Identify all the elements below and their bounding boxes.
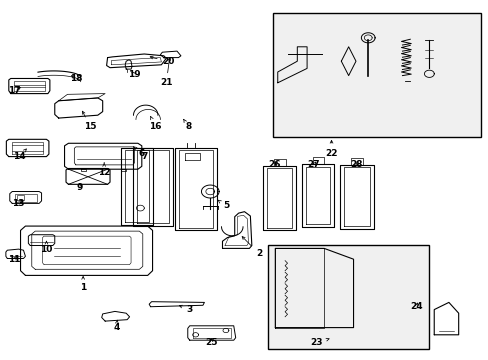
- Text: 26: 26: [268, 161, 281, 169]
- Text: 2: 2: [242, 237, 262, 258]
- Text: 7: 7: [141, 148, 147, 161]
- Text: 5: 5: [217, 200, 228, 210]
- Text: 22: 22: [325, 140, 337, 158]
- Bar: [267, 245, 428, 349]
- Text: 3: 3: [179, 305, 192, 314]
- Text: 25: 25: [204, 338, 217, 347]
- Text: 23: 23: [310, 338, 328, 347]
- Text: 13: 13: [12, 199, 25, 208]
- Text: 20: 20: [150, 56, 175, 66]
- Bar: [272, 13, 480, 137]
- Text: 19: 19: [128, 71, 141, 79]
- Text: 21: 21: [160, 58, 172, 87]
- Text: 28: 28: [350, 161, 363, 169]
- Text: 27: 27: [307, 161, 320, 169]
- Text: 9: 9: [76, 183, 83, 192]
- Text: 10: 10: [40, 241, 53, 253]
- Text: 11: 11: [8, 255, 21, 264]
- Text: 6: 6: [133, 147, 144, 158]
- Text: 16: 16: [149, 117, 162, 131]
- Text: 15: 15: [82, 111, 97, 131]
- Text: 8: 8: [183, 119, 191, 131]
- Text: 12: 12: [98, 163, 110, 177]
- Text: 24: 24: [409, 302, 422, 311]
- Text: 17: 17: [8, 86, 21, 95]
- Text: 18: 18: [69, 74, 82, 83]
- Text: 4: 4: [113, 320, 120, 332]
- Text: 1: 1: [80, 276, 86, 292]
- Text: 14: 14: [13, 149, 26, 161]
